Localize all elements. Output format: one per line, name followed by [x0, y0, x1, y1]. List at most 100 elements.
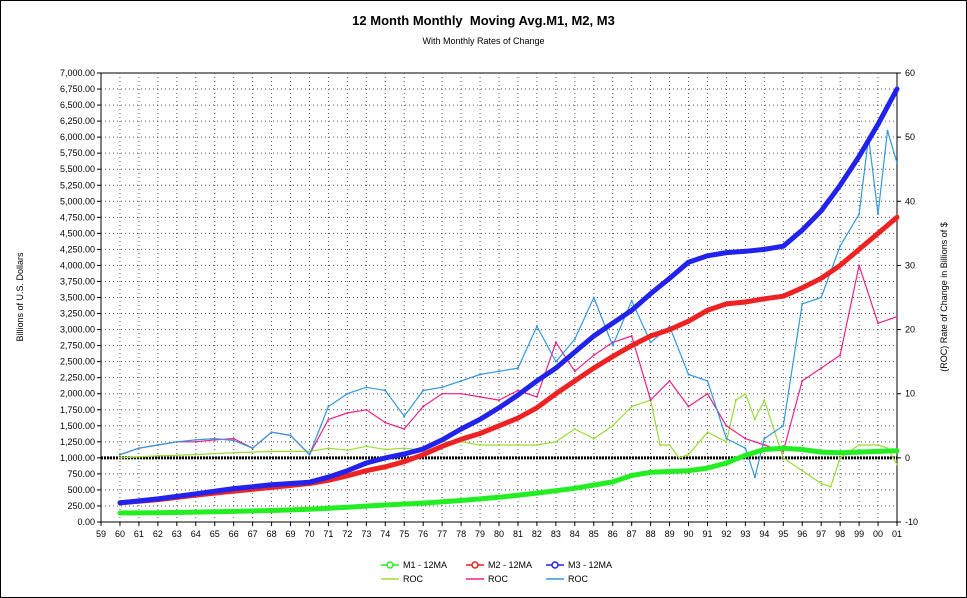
x-tick-label: 84 [570, 529, 580, 539]
data-point [591, 333, 596, 339]
y-tick-label: 6,750.00 [60, 84, 95, 94]
y-tick-label: 4,000.00 [60, 260, 95, 270]
data-point [829, 485, 832, 488]
y-tick-label: 250.00 [67, 501, 95, 511]
data-point [667, 327, 672, 332]
legend-label: ROC [403, 574, 424, 584]
data-point [896, 315, 898, 318]
data-point [535, 395, 538, 398]
data-point [894, 448, 900, 454]
y-tick-label: 1,000.00 [60, 453, 95, 463]
data-point [365, 445, 368, 448]
data-point [346, 392, 349, 395]
data-point [724, 250, 729, 255]
y-tick-label: 3,250.00 [60, 309, 95, 319]
data-point [668, 444, 671, 447]
x-tick-label: 64 [191, 529, 201, 539]
data-point [346, 449, 349, 452]
data-point [800, 447, 805, 452]
data-point [534, 378, 540, 384]
series-layer [117, 86, 900, 516]
data-point [420, 446, 426, 452]
data-point [251, 447, 254, 450]
data-point [610, 354, 615, 359]
data-point [308, 453, 311, 456]
data-point [706, 431, 709, 434]
data-point [763, 437, 766, 440]
data-point [498, 370, 500, 373]
data-point [611, 344, 614, 347]
legend-marker [386, 561, 394, 569]
data-point [686, 319, 691, 324]
data-point [327, 418, 330, 421]
data-point [535, 325, 538, 328]
data-point [648, 333, 653, 339]
data-point [877, 444, 880, 447]
y2-tick-label: 40 [905, 196, 915, 206]
x-tick-label: 65 [210, 529, 220, 539]
y2-tick-label: 50 [905, 132, 915, 142]
data-point [648, 291, 653, 296]
data-point [327, 447, 330, 450]
data-point [515, 415, 521, 421]
data-point [686, 260, 691, 265]
data-point [175, 440, 178, 443]
x-tick-label: 86 [608, 529, 618, 539]
y-tick-label: 1,250.00 [60, 437, 95, 447]
data-point [194, 438, 197, 441]
data-point [725, 424, 728, 427]
data-point [837, 450, 843, 455]
data-point [649, 341, 652, 344]
data-point [724, 460, 729, 466]
y-tick-label: 2,000.00 [60, 389, 95, 399]
data-point [781, 294, 786, 299]
data-point [193, 491, 198, 496]
data-point [193, 509, 198, 515]
data-point [782, 450, 785, 453]
x-tick-label: 71 [323, 529, 333, 539]
data-point [364, 468, 369, 473]
y-axis-left: 0.00 250.00 500.00 750.00 1,000.00 1,250.00 1,… [60, 68, 101, 527]
data-point [611, 424, 614, 427]
data-point [744, 437, 747, 440]
data-point [384, 448, 387, 451]
data-point [458, 426, 464, 432]
data-point [194, 440, 197, 443]
data-point [553, 365, 559, 371]
data-point [345, 473, 350, 479]
y-axis-right: -10 0 10 20 30 40 50 60 [897, 68, 918, 527]
data-point [801, 379, 804, 382]
x-tick-label: 66 [229, 529, 239, 539]
y-tick-label: 2,750.00 [60, 341, 95, 351]
data-point [458, 437, 464, 442]
data-point [137, 447, 140, 450]
data-point [383, 464, 388, 470]
data-point [439, 444, 445, 449]
y-tick-label: 3,000.00 [60, 325, 95, 335]
data-point [610, 479, 615, 485]
chart-subtitle: With Monthly Rates of Change [422, 36, 545, 46]
data-point [839, 245, 842, 248]
data-point [629, 343, 634, 348]
y-tick-label: 6,250.00 [60, 116, 95, 126]
data-point [270, 450, 273, 453]
data-point [894, 215, 900, 220]
y-tick-label: 1,500.00 [60, 421, 95, 431]
data-point [763, 399, 766, 402]
chart-title: 12 Month Monthly Moving Avg.M1, M2, M3 [352, 13, 615, 28]
x-tick-label: 69 [286, 529, 296, 539]
data-point [743, 299, 748, 305]
data-point [743, 249, 748, 254]
data-point [649, 399, 652, 402]
data-point [856, 247, 862, 252]
x-tick-label: 70 [304, 529, 314, 539]
data-point [837, 183, 843, 188]
data-point [744, 392, 747, 395]
data-point [554, 360, 557, 363]
x-tick-label: 81 [513, 529, 523, 539]
x-tick-label: 89 [665, 529, 675, 539]
data-point [630, 334, 633, 337]
data-point [705, 253, 710, 259]
x-tick-label: 82 [532, 529, 542, 539]
